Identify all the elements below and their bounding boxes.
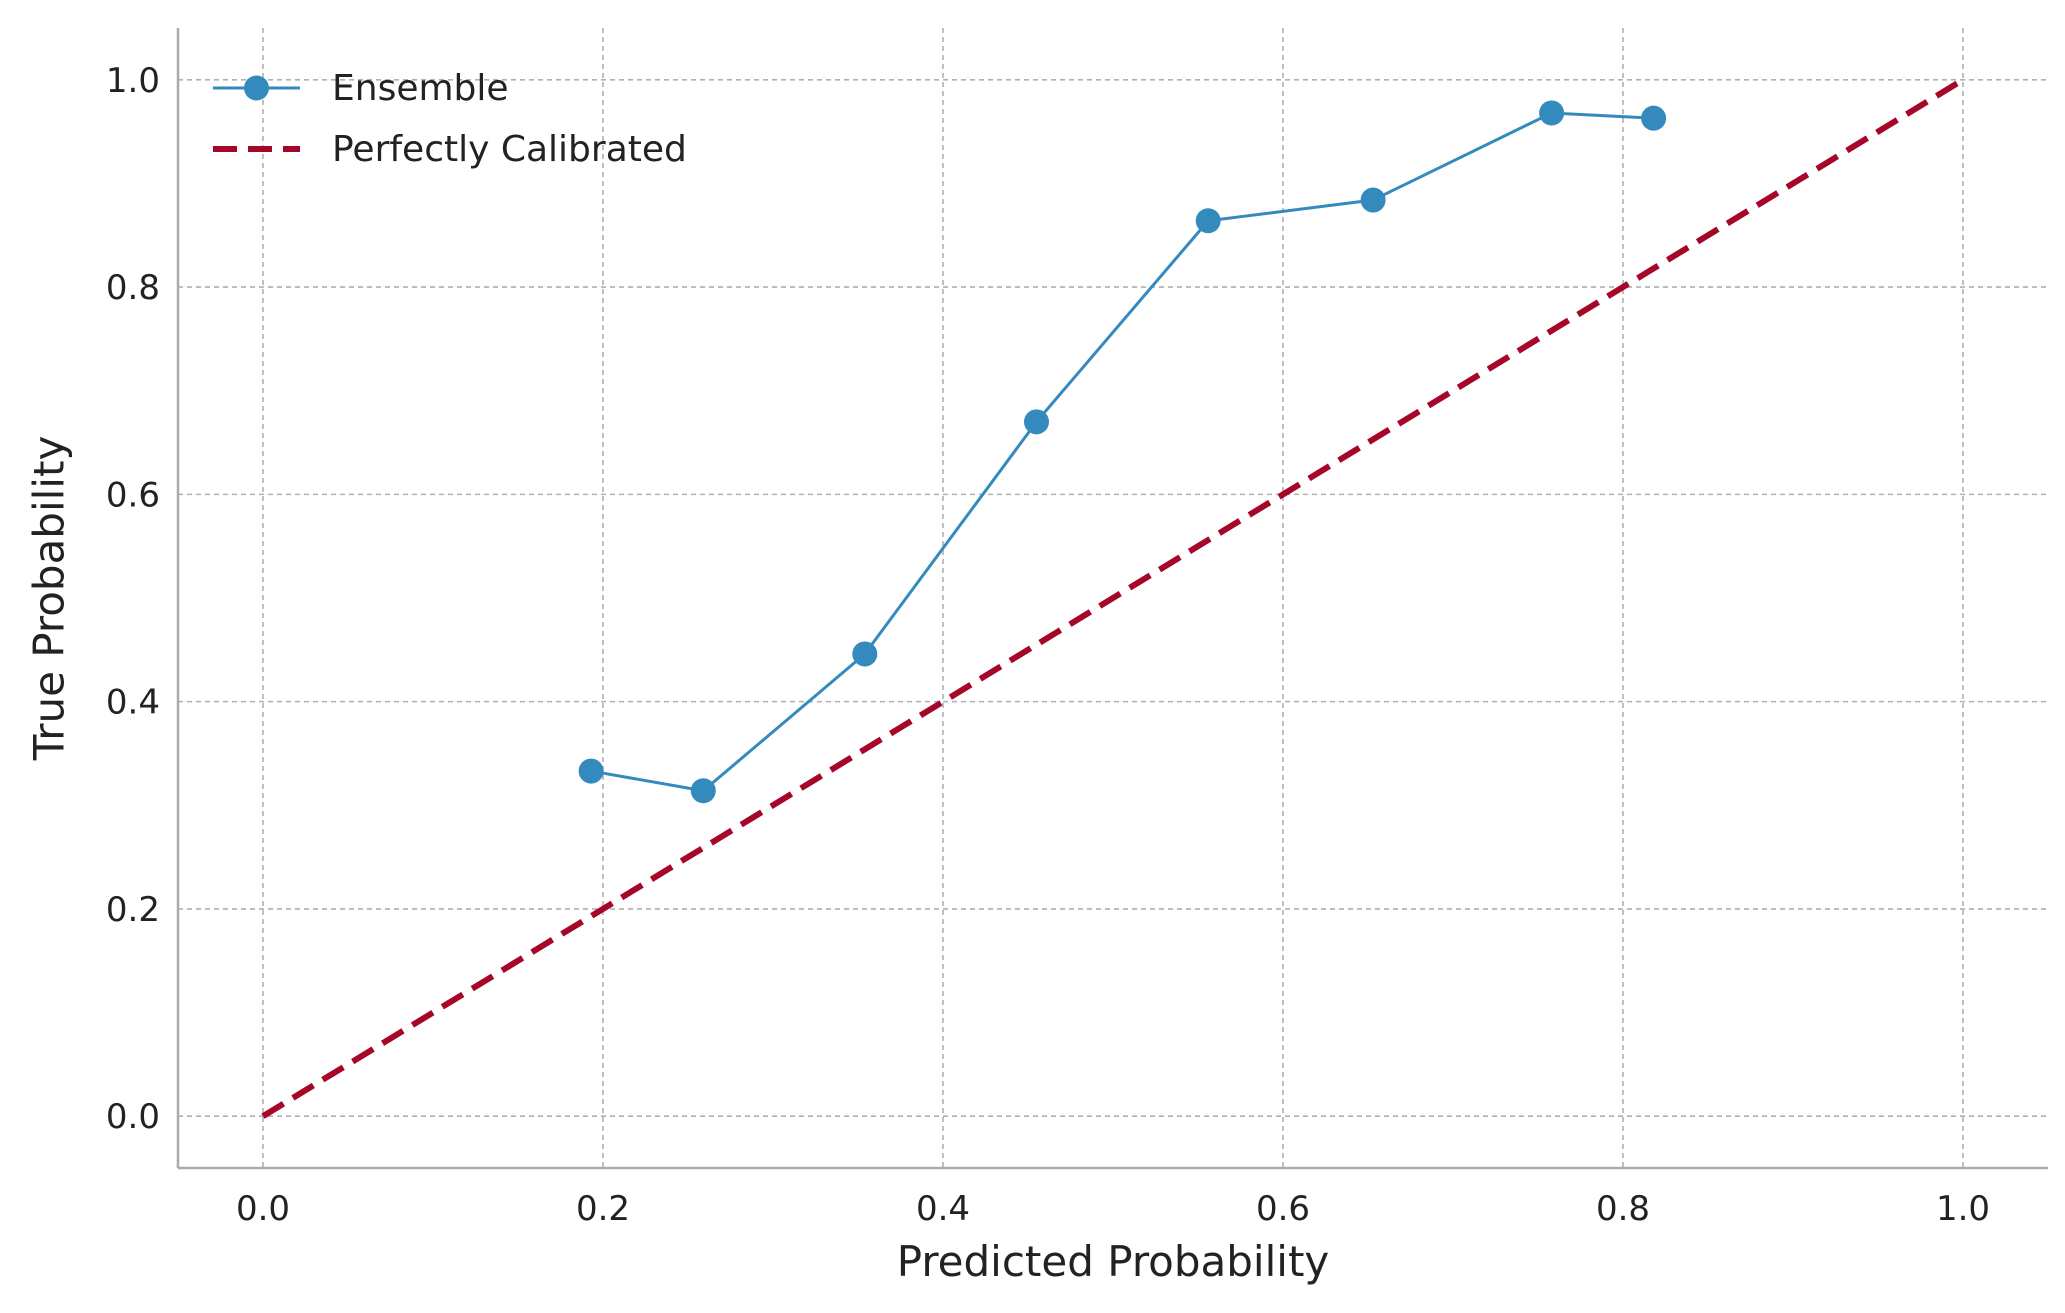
x-axis-title: Predicted Probability	[897, 1237, 1330, 1286]
y-tick-label-1: 0.2	[106, 890, 160, 930]
x-tick-label-4: 0.8	[1596, 1189, 1650, 1229]
y-axis-title: True Probability	[25, 436, 74, 762]
y-tick-label-4: 0.8	[106, 268, 160, 308]
x-tick-label-3: 0.6	[1256, 1189, 1310, 1229]
ensemble-line	[590, 111, 1654, 793]
x-tick-label-1: 0.2	[576, 1189, 630, 1229]
x-tick-label-2: 0.4	[916, 1189, 970, 1229]
ensemble-point-5	[1360, 187, 1386, 213]
ensemble-point-2	[852, 641, 878, 667]
ensemble-point-3	[1024, 409, 1049, 435]
y-tick-label-5: 1.0	[106, 61, 160, 101]
y-tick-label-0: 0.0	[106, 1097, 160, 1137]
y-tick-label-2: 0.4	[106, 683, 160, 723]
legend: Ensemble Perfectly Calibrated	[213, 68, 687, 170]
ensemble-point-7	[1641, 105, 1667, 131]
x-tick-label-0: 0.0	[236, 1189, 290, 1229]
x-tick-label-5: 1.0	[1936, 1189, 1990, 1229]
y-tick-label-3: 0.6	[106, 475, 160, 515]
perfectly-calibrated-line	[261, 77, 1965, 1119]
ensemble-point-6	[1539, 100, 1565, 126]
ensemble-point-0	[578, 758, 604, 784]
ticks: 0.0 0.2 0.4 0.6 0.8 1.0 0.0 0.2 0.4 0.6 0.8 1.0	[106, 61, 1990, 1229]
grid	[178, 28, 2048, 1168]
axes	[176, 28, 2048, 1170]
ensemble-point-1	[690, 778, 716, 804]
legend-ensemble-marker	[244, 75, 269, 101]
ensemble-point-4	[1195, 208, 1221, 234]
legend-ensemble-label: Ensemble	[332, 68, 509, 109]
legend-perfect-label: Perfectly Calibrated	[332, 129, 687, 170]
series	[261, 77, 1965, 1119]
